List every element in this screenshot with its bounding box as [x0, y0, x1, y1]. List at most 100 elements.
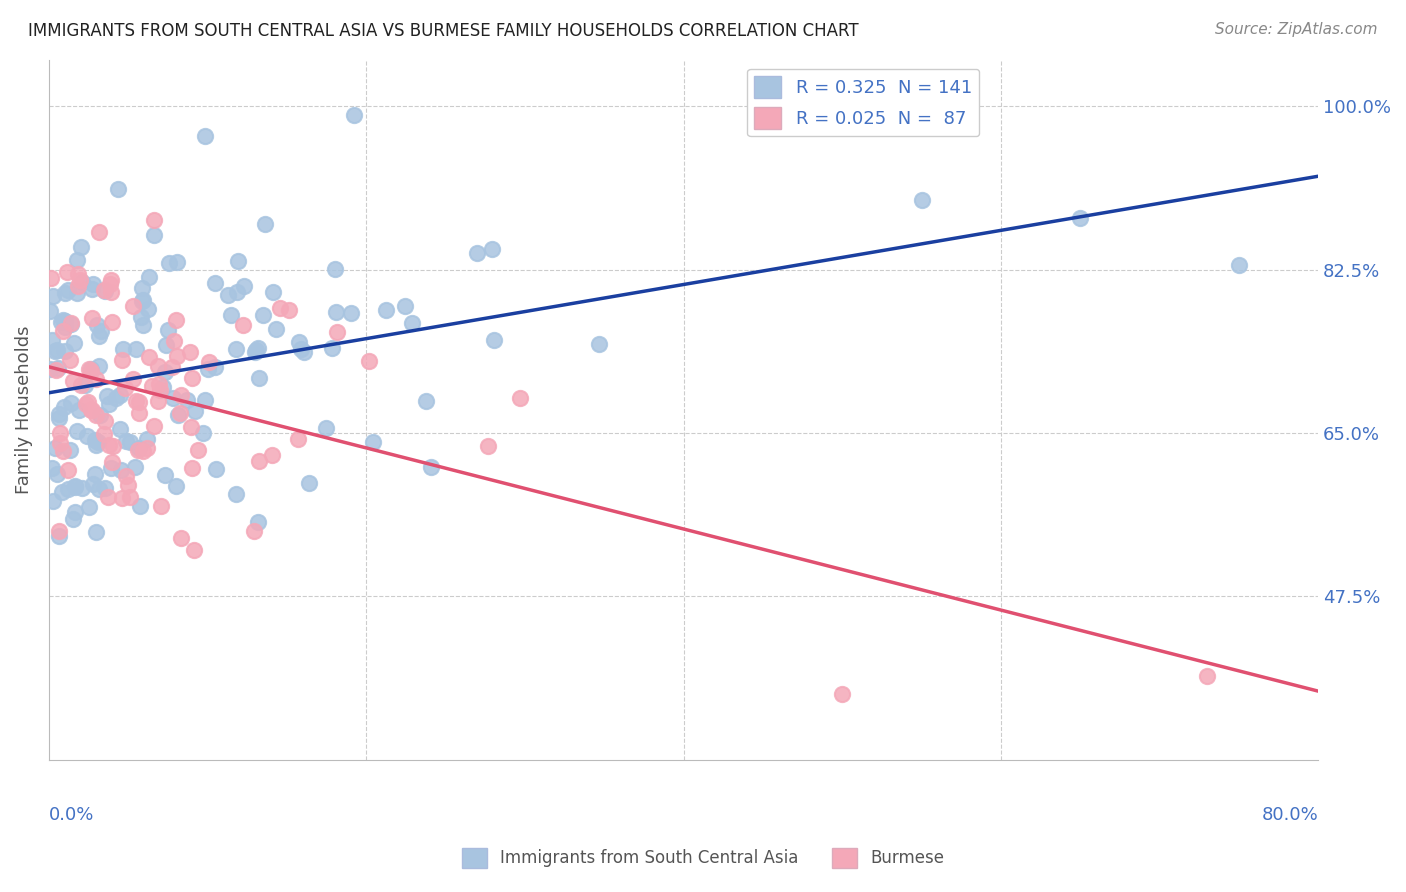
Point: [228, 254, 250, 268]
Text: 0.0%: 0.0%: [49, 806, 94, 824]
Point: [146, 359, 169, 373]
Point: [247, 341, 270, 355]
Point: [41, 460, 63, 475]
Point: [138, 350, 160, 364]
Point: [225, 285, 247, 299]
Point: [170, 388, 193, 402]
Point: [166, 255, 188, 269]
Point: [42, 289, 65, 303]
Point: [124, 459, 146, 474]
Point: [108, 388, 131, 402]
Point: [401, 316, 423, 330]
Point: [100, 460, 122, 475]
Point: [69, 273, 91, 287]
Point: [181, 461, 204, 475]
Legend: R = 0.325  N = 141, R = 0.025  N =  87: R = 0.325 N = 141, R = 0.025 N = 87: [747, 69, 979, 136]
Point: [233, 278, 256, 293]
Point: [75, 378, 97, 392]
Point: [321, 341, 343, 355]
Point: [129, 310, 152, 324]
Point: [93, 284, 115, 298]
Point: [46, 343, 69, 357]
Point: [48, 529, 70, 543]
Point: [148, 376, 170, 391]
Point: [128, 394, 150, 409]
Point: [84, 433, 107, 447]
Point: [481, 242, 503, 256]
Point: [49, 426, 72, 441]
Point: [58, 482, 80, 496]
Point: [415, 394, 437, 409]
Point: [149, 384, 172, 398]
Point: [169, 406, 191, 420]
Point: [84, 438, 107, 452]
Point: [160, 359, 183, 374]
Point: [84, 372, 107, 386]
Point: [288, 334, 311, 349]
Point: [52, 312, 75, 326]
Point: [89, 409, 111, 423]
Point: [48, 435, 70, 450]
Point: [135, 441, 157, 455]
Point: [48, 407, 70, 421]
Point: [132, 443, 155, 458]
Legend: Immigrants from South Central Asia, Burmese: Immigrants from South Central Asia, Burm…: [456, 841, 950, 875]
Point: [53, 285, 76, 300]
Point: [243, 344, 266, 359]
Point: [156, 323, 179, 337]
Point: [217, 287, 239, 301]
Point: [38, 361, 60, 376]
Point: [197, 361, 219, 376]
Point: [53, 343, 76, 358]
Point: [1197, 668, 1219, 682]
Point: [66, 252, 89, 267]
Point: [100, 273, 122, 287]
Point: [361, 434, 384, 449]
Point: [76, 395, 98, 409]
Point: [70, 239, 93, 253]
Point: [292, 344, 315, 359]
Point: [340, 306, 363, 320]
Point: [166, 349, 188, 363]
Point: [136, 301, 159, 316]
Point: [152, 380, 174, 394]
Point: [149, 500, 172, 514]
Point: [374, 303, 396, 318]
Point: [187, 442, 209, 457]
Point: [162, 391, 184, 405]
Point: [86, 318, 108, 333]
Point: [105, 391, 128, 405]
Point: [94, 481, 117, 495]
Point: [62, 374, 84, 388]
Point: [97, 490, 120, 504]
Point: [252, 308, 274, 322]
Point: [49, 315, 72, 329]
Point: [84, 467, 107, 481]
Point: [326, 325, 349, 339]
Point: [48, 524, 70, 538]
Point: [128, 406, 150, 420]
Point: [278, 303, 301, 318]
Point: [509, 391, 531, 405]
Point: [264, 322, 287, 336]
Point: [191, 426, 214, 441]
Point: [482, 334, 505, 348]
Point: [100, 285, 122, 299]
Point: [204, 359, 226, 374]
Point: [180, 371, 202, 385]
Point: [183, 543, 205, 558]
Point: [117, 477, 139, 491]
Point: [93, 426, 115, 441]
Point: [245, 343, 267, 357]
Point: [165, 313, 187, 327]
Point: [80, 402, 103, 417]
Point: [59, 396, 82, 410]
Point: [39, 271, 62, 285]
Point: [247, 515, 270, 529]
Point: [87, 225, 110, 239]
Point: [1227, 258, 1250, 272]
Point: [225, 486, 247, 500]
Point: [166, 408, 188, 422]
Point: [45, 467, 67, 481]
Point: [128, 500, 150, 514]
